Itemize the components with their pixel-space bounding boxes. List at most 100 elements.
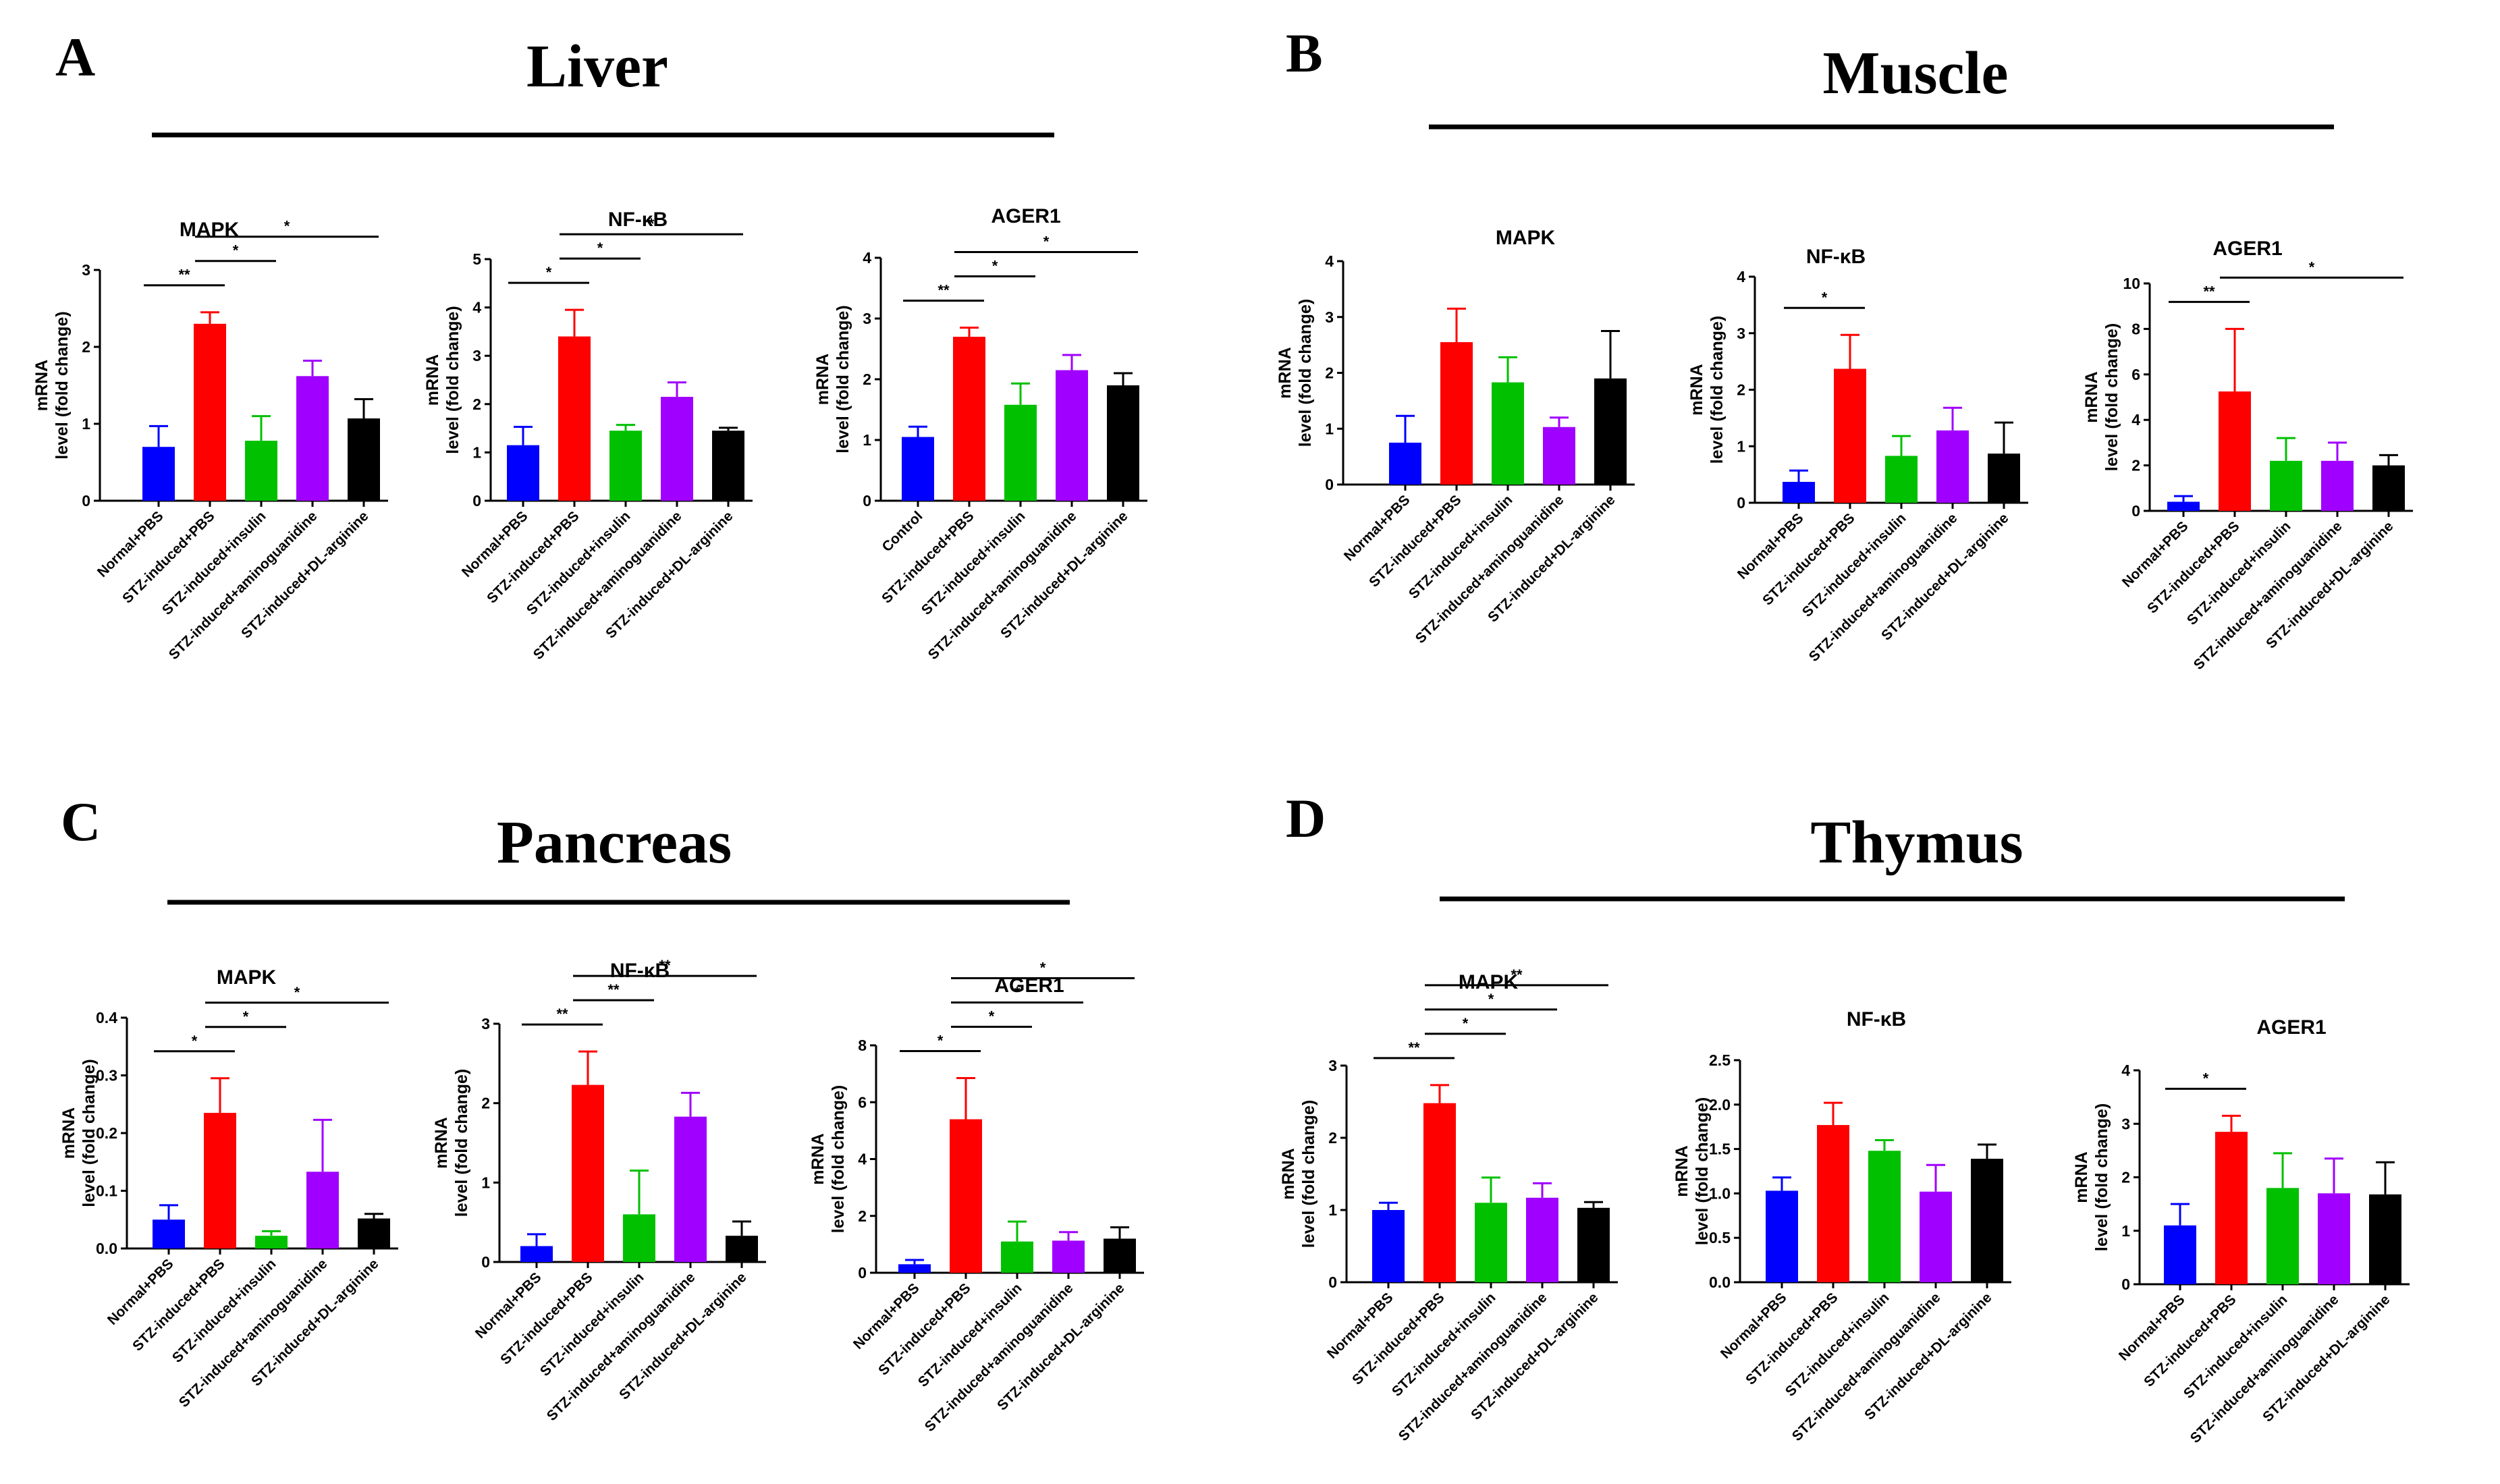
bar bbox=[1817, 1125, 1849, 1282]
significance-label: ** bbox=[1511, 966, 1523, 983]
y-axis-label-line1: mRNA bbox=[1687, 364, 1706, 415]
y-tick-label: 3 bbox=[481, 1015, 490, 1033]
significance-label: * bbox=[597, 240, 603, 256]
x-tick-label: STZ-induced+PBS bbox=[497, 1269, 595, 1367]
y-tick-label: 5 bbox=[472, 250, 481, 268]
x-tick-label: STZ-induced+PBS bbox=[130, 1256, 227, 1354]
x-tick-label: STZ-induced+insulin bbox=[169, 1256, 279, 1366]
significance-label: * bbox=[2309, 258, 2315, 275]
bar bbox=[2219, 391, 2251, 511]
significance-label: ** bbox=[607, 981, 620, 998]
bar bbox=[950, 1119, 982, 1273]
x-tick-label: STZ-induced+PBS bbox=[1366, 492, 1464, 590]
y-tick-label: 4 bbox=[863, 249, 871, 267]
y-tick-label: 2 bbox=[472, 395, 481, 413]
bar bbox=[712, 431, 744, 501]
y-tick-label: 3 bbox=[1325, 308, 1334, 326]
bar bbox=[296, 376, 329, 501]
significance-label: ** bbox=[938, 282, 950, 299]
y-axis-label-line2: level (fold change) bbox=[1693, 1097, 1712, 1245]
bar bbox=[1988, 454, 2020, 503]
y-axis-label-line2: level (fold change) bbox=[53, 311, 72, 459]
y-axis-label-line2: level (fold change) bbox=[443, 306, 462, 454]
y-tick-label: 8 bbox=[858, 1037, 867, 1054]
bar bbox=[572, 1084, 604, 1262]
y-axis-label: mRNAlevel (fold change) bbox=[1276, 299, 1315, 447]
x-tick-label: STZ-induced+insulin bbox=[919, 508, 1029, 618]
bar bbox=[898, 1264, 931, 1273]
bar bbox=[2369, 1194, 2401, 1284]
significance-label: * bbox=[284, 218, 290, 235]
significance-label: * bbox=[294, 984, 300, 1001]
bar bbox=[1001, 1241, 1033, 1273]
y-axis-label-line1: mRNA bbox=[59, 1107, 78, 1159]
y-axis-label-line2: level (fold change) bbox=[2102, 323, 2121, 471]
y-tick-label: 1 bbox=[1737, 437, 1745, 455]
y-tick-label: 2.5 bbox=[1709, 1051, 1731, 1069]
y-tick-label: 10 bbox=[2123, 275, 2140, 292]
y-tick-label: 0 bbox=[858, 1264, 867, 1282]
y-axis-label-line1: mRNA bbox=[432, 1117, 451, 1168]
chart-title: NF-κB bbox=[610, 960, 670, 982]
bar bbox=[726, 1236, 758, 1262]
x-tick-label: STZ-induced+PBS bbox=[484, 508, 582, 606]
y-axis-label-line2: level (fold change) bbox=[2092, 1103, 2111, 1251]
y-tick-label: 4 bbox=[472, 299, 481, 317]
y-axis-label-line2: level (fold change) bbox=[1708, 316, 1727, 464]
y-tick-label: 0 bbox=[472, 492, 481, 510]
bar bbox=[1543, 427, 1575, 485]
bar bbox=[2164, 1225, 2196, 1284]
x-tick-label: STZ-induced+PBS bbox=[119, 508, 217, 606]
significance-label: * bbox=[243, 1008, 249, 1025]
y-tick-label: 0 bbox=[1325, 476, 1334, 493]
y-tick-label: 4 bbox=[2131, 411, 2140, 429]
y-tick-label: 0 bbox=[2121, 1275, 2130, 1293]
significance-label: * bbox=[938, 1032, 944, 1049]
y-tick-label: 0.5 bbox=[1709, 1229, 1731, 1246]
panel-letter-c: C bbox=[61, 791, 101, 852]
x-tick-label: Control bbox=[879, 508, 925, 555]
bar bbox=[245, 441, 277, 501]
bar bbox=[1372, 1210, 1405, 1282]
chart-title: MAPK bbox=[1459, 971, 1519, 993]
panel-title-thymus: Thymus bbox=[1810, 809, 2023, 876]
y-tick-label: 3 bbox=[82, 261, 90, 279]
x-tick-label: STZ-induced+insulin bbox=[159, 508, 269, 618]
y-axis-label: mRNAlevel (fold change) bbox=[809, 1085, 848, 1233]
bar bbox=[1389, 442, 1421, 485]
y-axis-label-line1: mRNA bbox=[2082, 371, 2101, 422]
y-axis-label-line2: level (fold change) bbox=[80, 1059, 99, 1207]
x-tick-label: STZ-induced+insulin bbox=[2181, 1292, 2291, 1402]
x-tick-label: STZ-induced+PBS bbox=[2141, 1292, 2239, 1390]
y-tick-label: 0.4 bbox=[96, 1009, 117, 1026]
y-axis-label: mRNAlevel (fold change) bbox=[813, 305, 852, 453]
chart-title: MAPK bbox=[217, 966, 277, 989]
significance-label: * bbox=[989, 1008, 995, 1024]
x-tick-label: STZ-induced+insulin bbox=[2184, 518, 2294, 628]
x-tick-label: STZ-induced+insulin bbox=[1783, 1290, 1893, 1400]
bar bbox=[142, 447, 175, 501]
chart-title: MAPK bbox=[1496, 227, 1556, 249]
bar bbox=[1526, 1197, 1558, 1282]
y-tick-label: 1 bbox=[82, 415, 90, 433]
y-tick-label: 2 bbox=[2121, 1169, 2130, 1186]
bar bbox=[1783, 482, 1815, 503]
y-tick-label: 3 bbox=[2121, 1115, 2130, 1132]
y-axis-label-line2: level (fold change) bbox=[834, 305, 852, 453]
bar bbox=[1440, 341, 1473, 485]
bar bbox=[306, 1172, 339, 1248]
bar bbox=[1936, 430, 1969, 503]
significance-label: * bbox=[1463, 1015, 1469, 1032]
y-tick-label: 6 bbox=[858, 1093, 867, 1111]
significance-label: * bbox=[1043, 233, 1050, 250]
y-tick-label: 0 bbox=[1737, 494, 1745, 512]
bar bbox=[1868, 1151, 1901, 1282]
y-tick-label: 1 bbox=[1328, 1201, 1337, 1219]
bar bbox=[674, 1116, 707, 1262]
